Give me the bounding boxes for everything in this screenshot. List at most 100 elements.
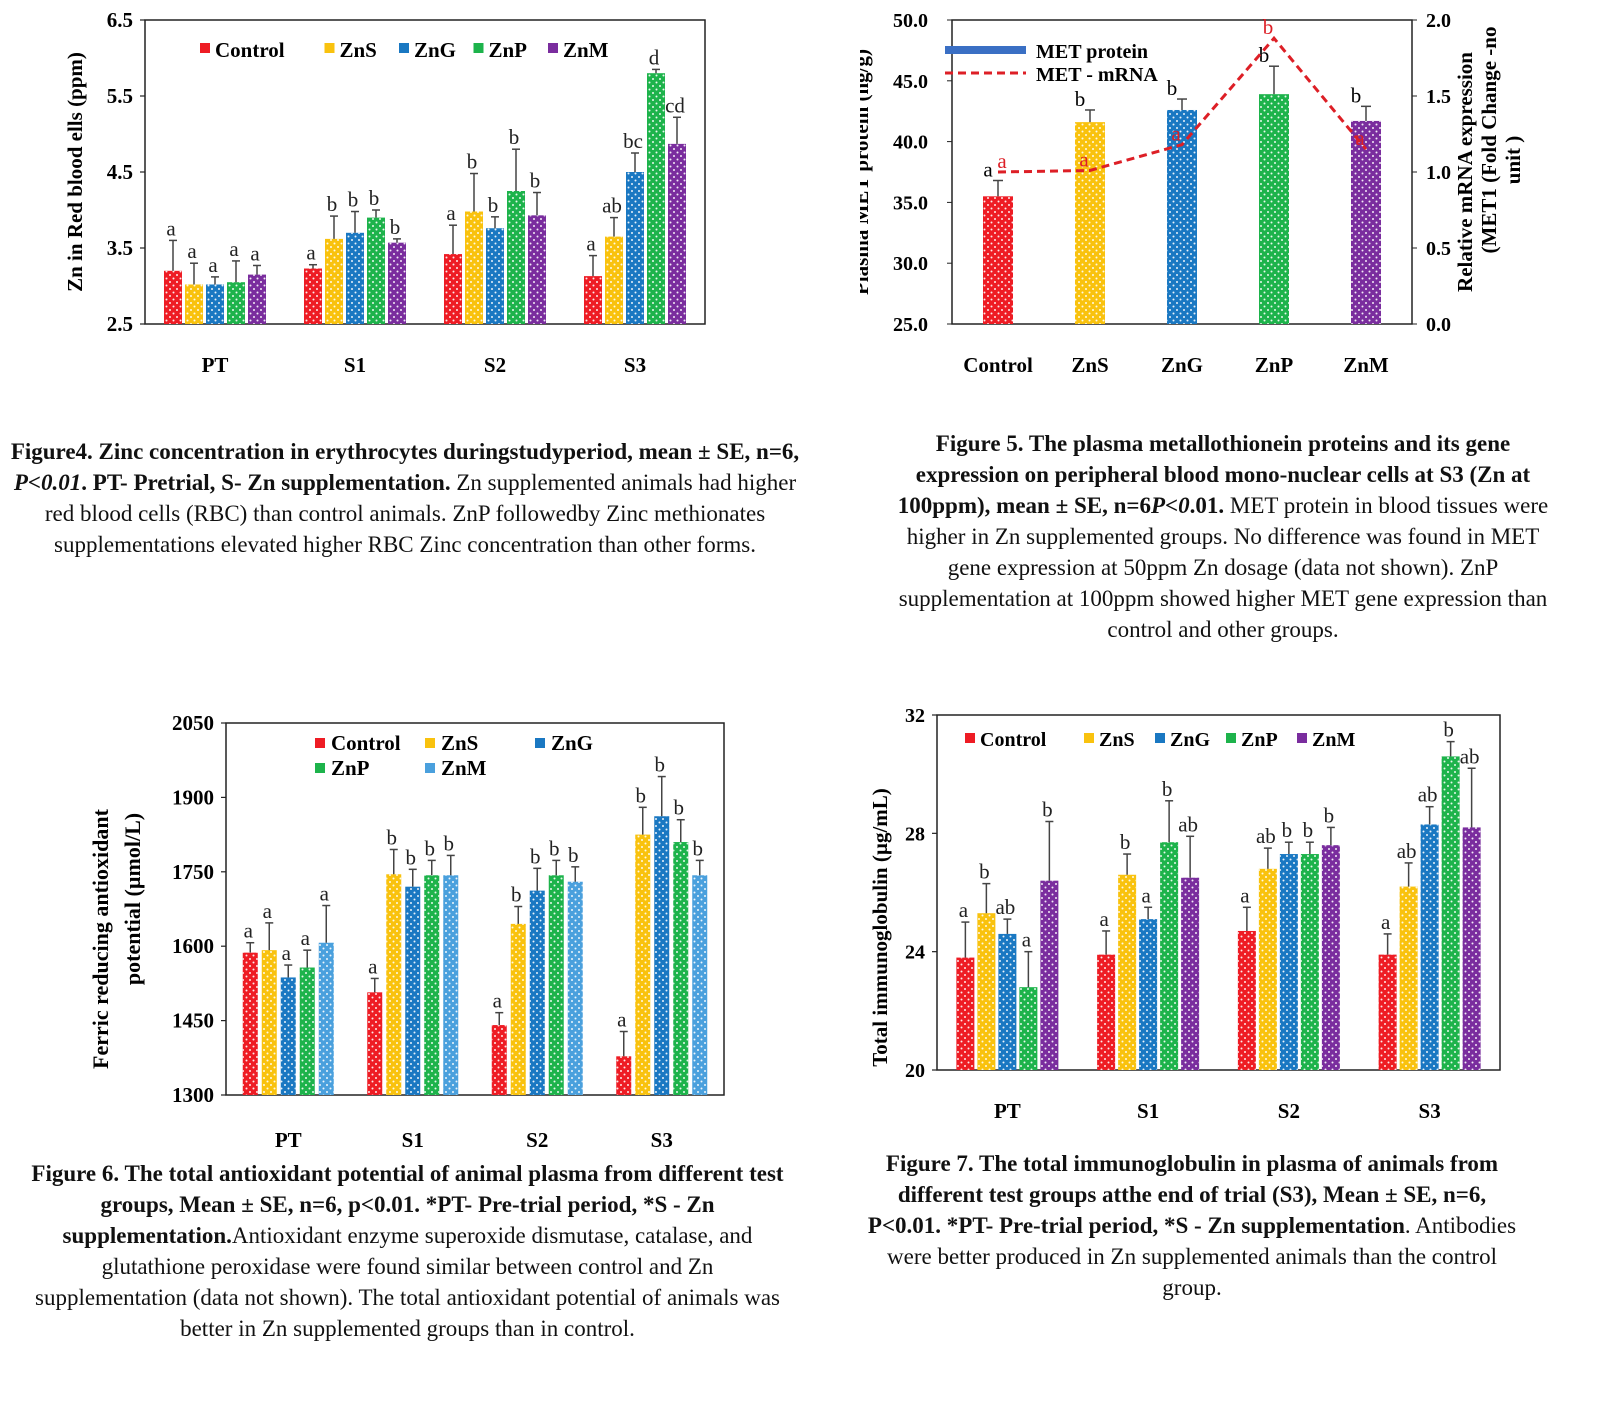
y-tick-label: 32	[905, 705, 925, 727]
y-tick-label: 25.0	[893, 314, 928, 336]
significance-letter: b	[348, 188, 359, 212]
significance-letter: b	[511, 883, 522, 907]
mrna-letter: b	[1263, 15, 1274, 39]
legend-swatch-znm	[548, 43, 558, 53]
bar-texture	[626, 172, 644, 324]
bar-texture	[654, 816, 670, 1095]
legend-swatch-zns	[425, 738, 435, 748]
bar-texture	[261, 950, 277, 1095]
x-category-label: S2	[1278, 1099, 1300, 1123]
significance-letter: b	[488, 193, 499, 217]
caption-bold: Figure 7. The total immunoglobulin in pl…	[867, 1151, 1499, 1238]
significance-letter: a	[983, 158, 993, 182]
bar-texture	[1181, 877, 1200, 1070]
significance-letter: b	[1120, 830, 1131, 854]
y2-tick-label: 1.5	[1426, 86, 1451, 108]
y-axis-label: potential (µmol/L)	[120, 813, 145, 985]
significance-letter: a	[959, 898, 969, 922]
significance-letter: b	[693, 836, 704, 860]
legend-label: ZnP	[489, 38, 528, 62]
legend-label: MET protein	[1036, 41, 1148, 63]
significance-letter: a	[166, 216, 176, 240]
y-axis-label: Zn in Red blood ells (ppm)	[63, 52, 87, 292]
x-category-label: S2	[526, 1128, 548, 1152]
legend-label: ZnS	[441, 731, 478, 755]
plot-frame	[936, 714, 1501, 1071]
significance-letter: b	[444, 831, 455, 855]
y2-axis-label: Relative mRNA expression	[1453, 52, 1477, 292]
bar-texture	[1040, 880, 1059, 1070]
significance-letter: a	[187, 239, 197, 263]
y-tick-label: 45.0	[893, 71, 928, 93]
bar-texture	[1258, 868, 1277, 1070]
x-category-label: S1	[402, 1128, 424, 1152]
significance-letter: b	[425, 836, 436, 860]
caption-italic: P<0	[1150, 493, 1190, 518]
bar-texture	[444, 254, 462, 324]
legend-label: ZnM	[1312, 729, 1355, 751]
mrna-letter: a	[997, 149, 1007, 173]
significance-letter: b	[1443, 718, 1454, 742]
bar-texture	[1259, 94, 1289, 325]
bar-texture	[1075, 122, 1105, 324]
significance-letter: b	[636, 783, 647, 807]
y-tick-label: 2050	[172, 711, 214, 735]
bar-texture	[318, 942, 334, 1095]
y-tick-label: 1450	[172, 1009, 214, 1033]
legend-label: ZnP	[331, 756, 370, 780]
legend-swatch-znp	[315, 763, 325, 773]
significance-letter: b	[467, 150, 478, 174]
bar-texture	[386, 874, 402, 1095]
bar-texture	[367, 992, 383, 1095]
significance-letter: b	[1282, 818, 1293, 842]
significance-letter: ab	[1178, 812, 1198, 836]
significance-letter: b	[568, 843, 579, 867]
significance-letter: a	[263, 899, 273, 923]
y2-tick-label: 0.0	[1426, 314, 1451, 336]
bar-texture	[491, 1025, 507, 1095]
figure6-caption: Figure 6. The total antioxidant potentia…	[30, 1158, 785, 1344]
significance-letter: ab	[1397, 839, 1417, 863]
plot-frame	[225, 722, 725, 1096]
bar-texture	[692, 875, 708, 1095]
legend-label: Control	[215, 38, 285, 62]
significance-letter: a	[301, 926, 311, 950]
bar-texture	[584, 276, 602, 324]
x-category-label: PT	[994, 1099, 1021, 1123]
bar-texture	[424, 875, 440, 1095]
legend-swatch-control	[965, 733, 975, 743]
bar-texture	[248, 274, 266, 324]
bar-texture	[1321, 845, 1340, 1070]
significance-letter: a	[1022, 928, 1032, 952]
x-category-label: ZnM	[1343, 353, 1389, 377]
legend-swatch-zns	[1084, 733, 1094, 743]
legend-label: Control	[980, 729, 1047, 751]
legend-swatch-znm	[1297, 733, 1307, 743]
bar-texture	[983, 196, 1013, 324]
x-category-label: PT	[275, 1128, 302, 1152]
bar-texture	[1300, 854, 1319, 1070]
x-category-label: S3	[624, 353, 646, 377]
significance-letter: b	[509, 125, 520, 149]
figure4-caption: Figure4. Zinc concentration in erythrocy…	[0, 436, 810, 560]
significance-letter: cd	[665, 93, 685, 117]
bar-texture	[1351, 120, 1381, 324]
bar-texture	[1441, 756, 1460, 1070]
bar-texture	[185, 284, 203, 324]
bar-texture	[548, 875, 564, 1095]
bar-texture	[486, 228, 504, 324]
bar-texture	[405, 886, 421, 1095]
x-category-label: Control	[963, 353, 1033, 377]
significance-letter: b	[655, 753, 666, 777]
x-category-label: S3	[1419, 1099, 1441, 1123]
significance-letter: a	[446, 201, 456, 225]
y-tick-label: 3.5	[107, 236, 133, 260]
bar-texture	[510, 923, 526, 1095]
significance-letter: ab	[602, 194, 622, 218]
x-category-label: S2	[484, 353, 506, 377]
bar-texture	[529, 890, 545, 1095]
significance-letter: b	[406, 845, 417, 869]
bar-texture	[346, 232, 364, 324]
significance-letter: a	[1141, 883, 1151, 907]
